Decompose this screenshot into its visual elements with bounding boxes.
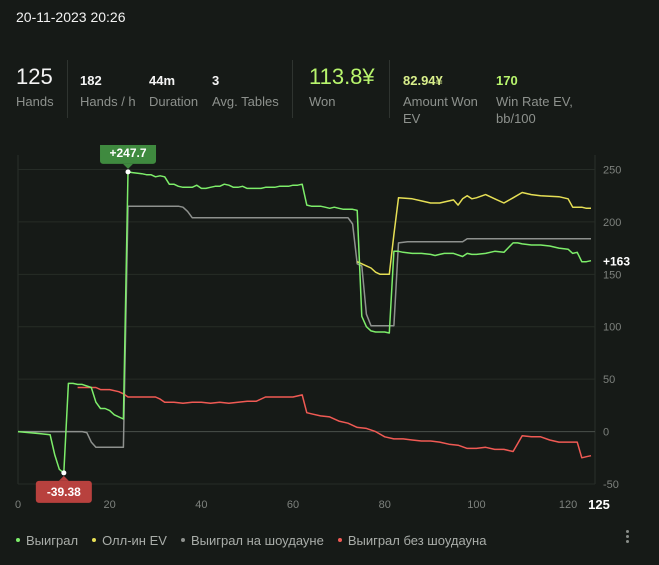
stats-divider: [389, 60, 390, 118]
x-tick-label: 40: [195, 499, 207, 511]
stat-hands-per-hour-value: 182: [80, 73, 102, 88]
stats-divider: [67, 60, 68, 118]
stat-hands-label: Hands: [16, 94, 54, 109]
profit-chart[interactable]: 250 200 150 100 50 0 -50 0 20 40 60 80 100 120 125 +163…: [0, 145, 659, 520]
x-tick-label: 60: [287, 499, 299, 511]
end-value-label: +163: [603, 255, 630, 269]
y-tick-label: 200: [603, 217, 621, 229]
max-annotation-marker: [125, 169, 131, 175]
max-annotation-badge: [100, 145, 157, 164]
stat-duration-value: 44m: [149, 73, 176, 88]
legend-item-won[interactable]: Выиграл: [16, 533, 78, 548]
x-tick-label: 80: [379, 499, 391, 511]
stat-hands-per-hour: 182 Hands / h: [80, 73, 136, 110]
x-tick-label: 120: [559, 499, 577, 511]
max-annotation-pointer: [123, 163, 134, 169]
stat-duration-label: Duration: [149, 94, 199, 109]
y-tick-label: 100: [603, 322, 621, 334]
stat-won-label: Won: [309, 94, 336, 109]
stat-won: 113.8¥ Won: [309, 64, 375, 110]
legend-item-non-showdown[interactable]: Выиграл без шоудауна: [337, 532, 487, 548]
series-line-non-showdown[interactable]: [77, 386, 592, 459]
series-line-showdown[interactable]: [18, 205, 591, 449]
legend-item-showdown[interactable]: Выиграл на шоудауне: [180, 532, 324, 548]
legend-label-won: Выиграл: [26, 532, 79, 548]
y-tick-label: 250: [603, 164, 621, 176]
stat-win-rate-ev-value: 170: [496, 73, 518, 88]
stat-amount-won-ev: 82.94¥ Amount Won EV: [403, 73, 491, 127]
stat-won-value: 113.8¥: [309, 64, 375, 89]
stat-duration: 44m Duration: [149, 73, 198, 110]
stat-win-rate-ev-label: Win Rate EV, bb/100: [496, 94, 573, 126]
y-tick-label: 50: [603, 374, 615, 386]
x-end-label: 125: [588, 497, 610, 512]
stat-amount-won-ev-label: Amount Won EV: [403, 94, 478, 126]
max-annotation-label: +247.7: [109, 146, 146, 160]
stat-amount-won-ev-value: 82.94¥: [403, 73, 443, 88]
stat-hands-value: 125: [16, 64, 53, 89]
stat-hands: 125 Hands: [16, 64, 54, 110]
stat-hands-per-hour-label: Hands / h: [80, 94, 136, 109]
legend-label-allin-ev: Олл-ин EV: [102, 532, 167, 548]
legend-label-showdown: Выиграл на шоудауне: [190, 532, 324, 548]
session-date: 20-11-2023 20:26: [16, 9, 126, 25]
y-tick-label: 0: [603, 427, 609, 439]
min-annotation-badge: [35, 480, 92, 503]
stat-win-rate-ev: 170 Win Rate EV, bb/100: [496, 73, 586, 127]
x-tick-label: 20: [104, 499, 116, 511]
min-annotation-label: -39.38: [47, 485, 81, 499]
y-tick-label: 150: [603, 269, 621, 281]
stats-bar: 125 Hands 182 Hands / h 44m Duration 3 A…: [0, 58, 659, 138]
chart-legend: Выиграл Олл-ин EV Выиграл на шоудауне Вы…: [16, 531, 500, 549]
stat-avg-tables-label: Avg. Tables: [212, 94, 279, 109]
legend-dot-non-showdown: [337, 538, 342, 542]
stats-divider: [292, 60, 293, 118]
y-tick-label: -50: [603, 479, 619, 491]
x-tick-label: 100: [467, 499, 485, 511]
legend-dot-won: [16, 538, 20, 542]
legend-label-non-showdown: Выиграл без шоудауна: [347, 532, 487, 548]
more-vertical-icon[interactable]: [622, 528, 632, 546]
stat-avg-tables-value: 3: [212, 73, 220, 88]
x-tick-label: 0: [15, 499, 21, 511]
legend-dot-allin-ev: [92, 538, 97, 542]
min-annotation-pointer: [58, 475, 69, 481]
min-annotation-marker: [61, 470, 67, 476]
stat-avg-tables: 3 Avg. Tables: [212, 73, 279, 110]
legend-item-allin-ev[interactable]: Олл-ин EV: [92, 533, 167, 548]
legend-dot-showdown: [180, 538, 185, 542]
series-line-allin-ev[interactable]: [356, 191, 591, 276]
